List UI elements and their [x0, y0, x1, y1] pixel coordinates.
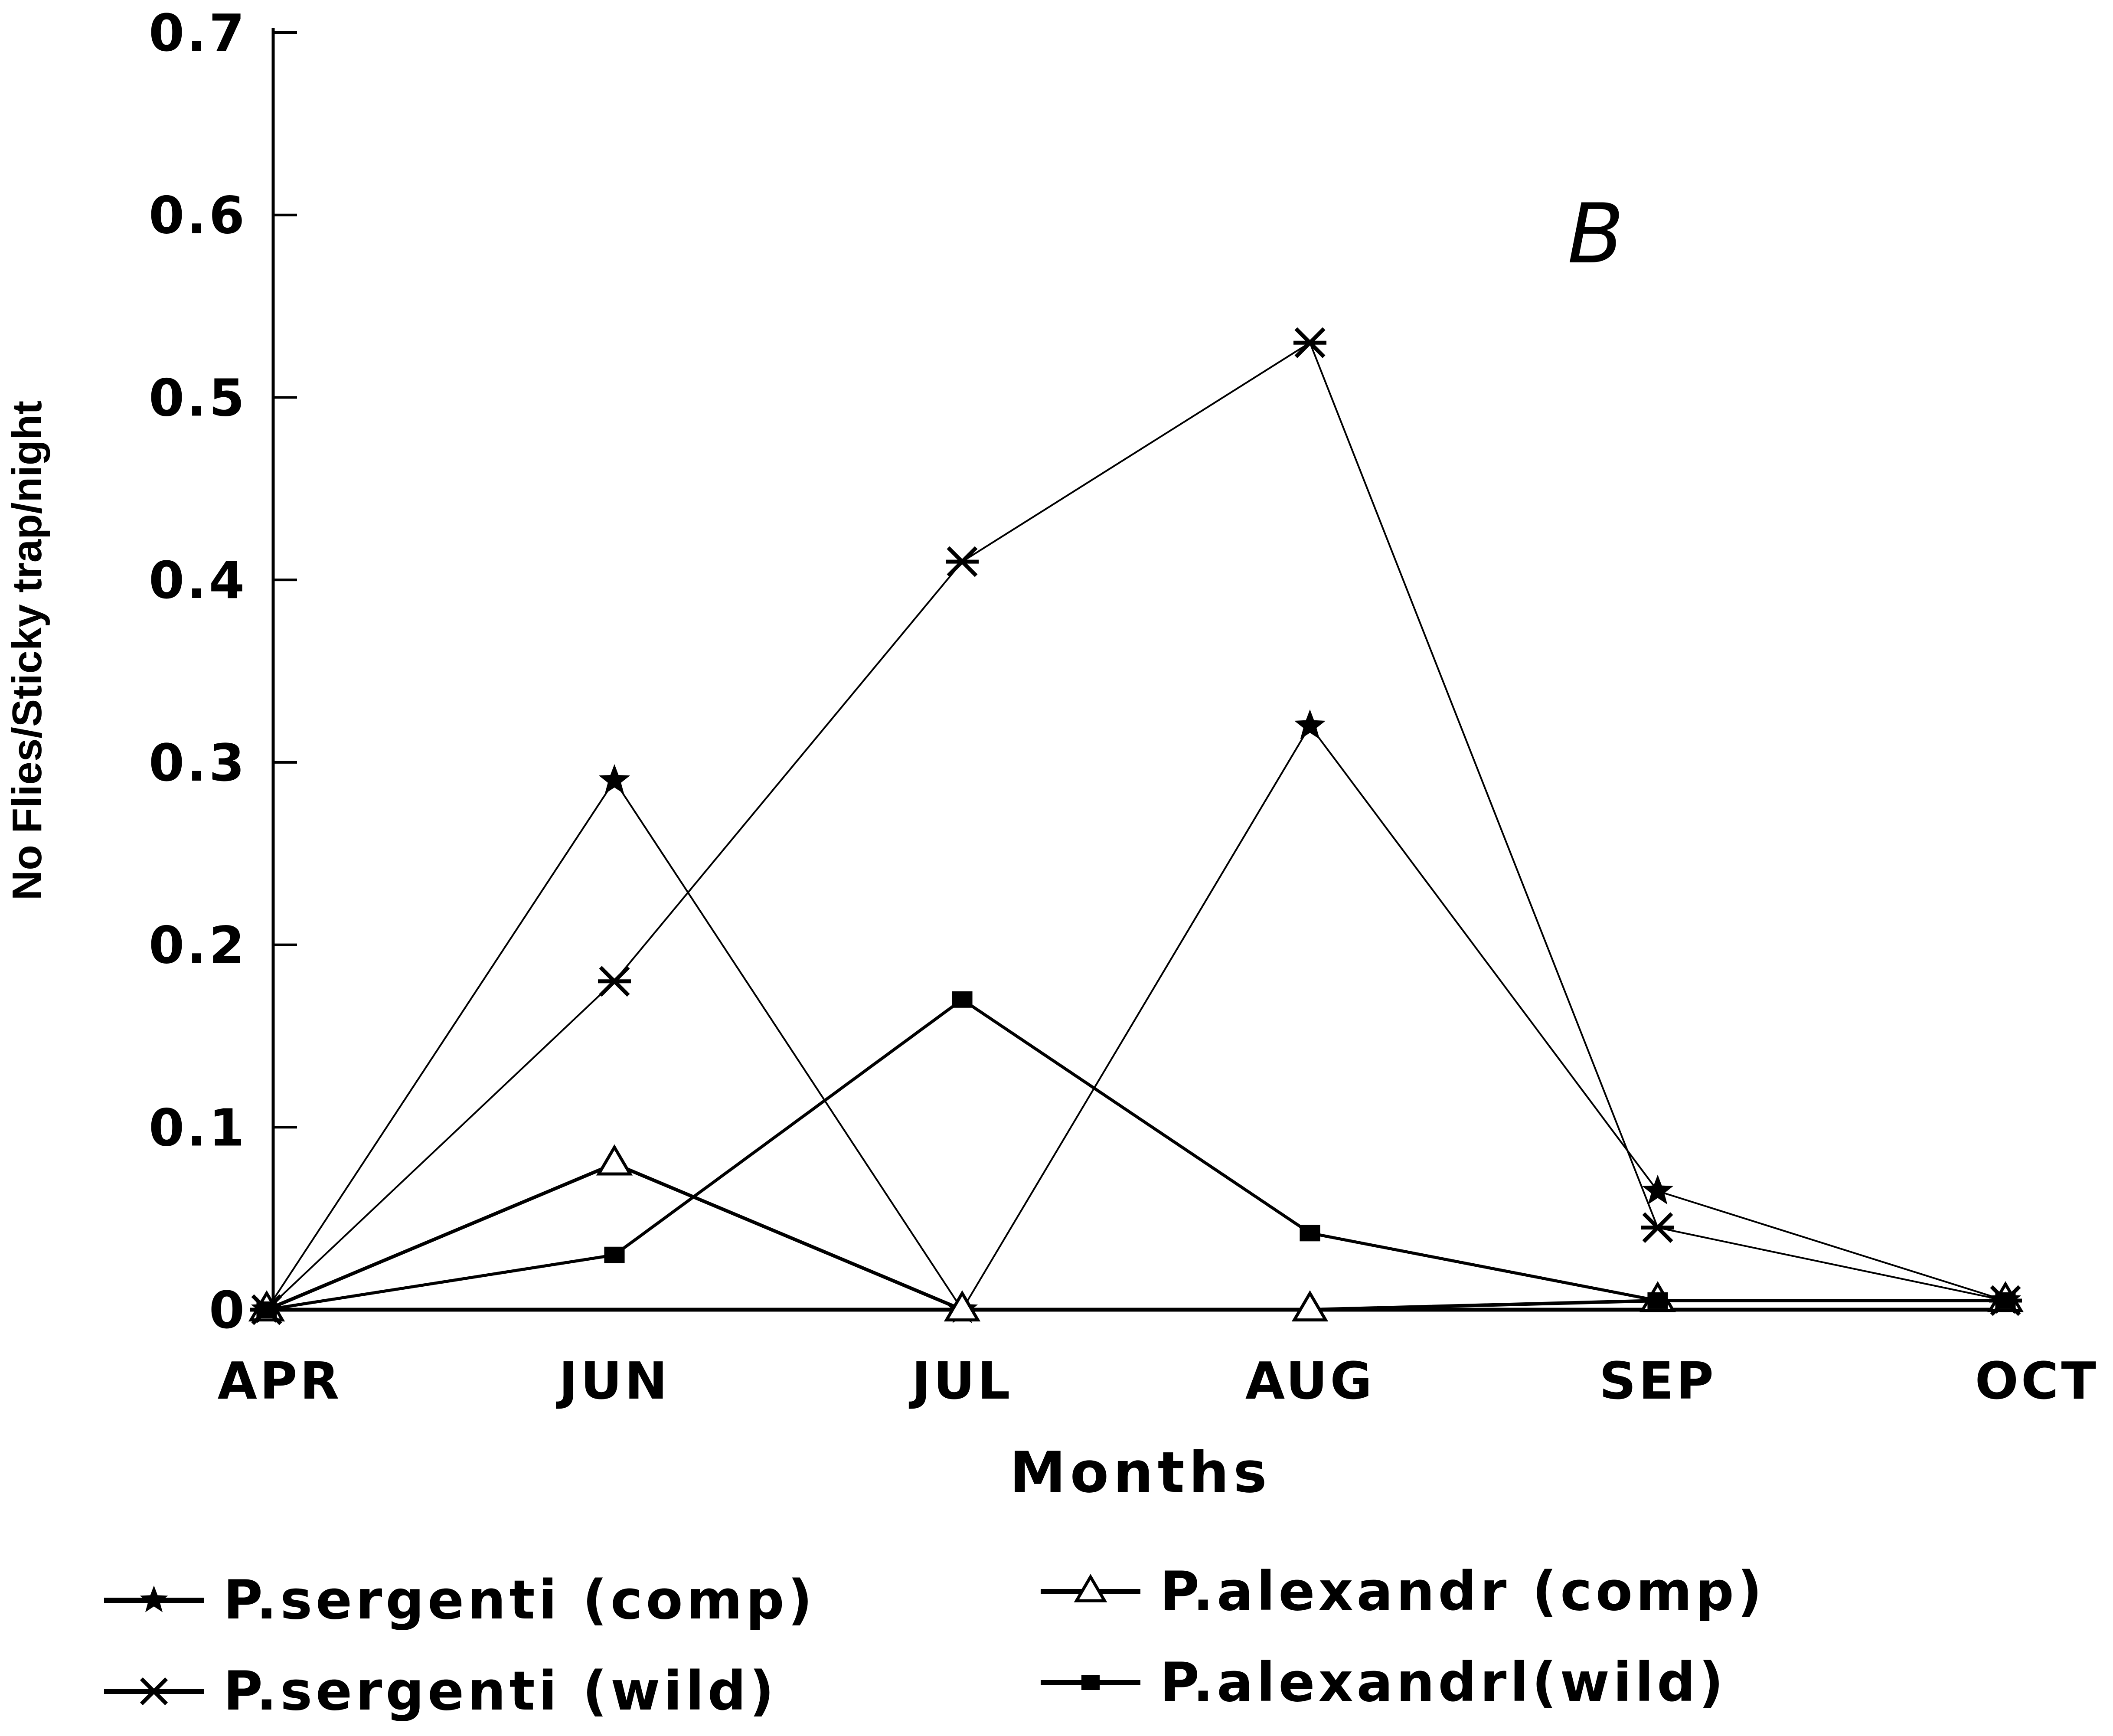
y-tick-label: 0.6 — [149, 186, 247, 245]
legend-label: P.alexandr (comp) — [1160, 1560, 1766, 1623]
x-tick-label: JUN — [556, 1351, 670, 1411]
x-tick-label: OCT — [1975, 1351, 2099, 1411]
x-tick-label: JUL — [909, 1351, 1013, 1411]
marker-triangle — [944, 1290, 981, 1322]
marker-square — [1300, 1225, 1320, 1242]
series-line — [266, 725, 2006, 1311]
marker-asterisk — [946, 546, 979, 577]
y-tick-label: 0.3 — [149, 733, 247, 793]
y-ticks: 0 0.1 0.2 0.3 0.4 0.5 0.6 0.7 — [149, 3, 297, 1340]
y-tick-label: 0.1 — [149, 1098, 247, 1157]
marker-star — [598, 764, 630, 794]
marker-square — [1647, 1292, 1668, 1309]
legend-item: P.alexandr (comp) — [1041, 1560, 1766, 1623]
legend-label: P.sergenti (comp) — [223, 1569, 816, 1631]
marker-asterisk — [1641, 1212, 1674, 1243]
legend: P.sergenti (comp) P.alexandr (comp) P.serg… — [104, 1560, 1766, 1723]
marker-square — [604, 1246, 625, 1263]
legend-item: P.sergenti (wild) — [104, 1660, 777, 1723]
x-tick-label: SEP — [1599, 1351, 1716, 1411]
marker-triangle — [1074, 1574, 1107, 1602]
x-tick-label: AUG — [1245, 1351, 1375, 1411]
marker-square — [256, 1301, 277, 1318]
marker-triangle — [596, 1144, 633, 1176]
marker-asterisk — [1293, 327, 1326, 358]
marker-star — [1642, 1174, 1674, 1205]
x-axis-title: Months — [1009, 1439, 1271, 1505]
marker-square — [952, 991, 973, 1008]
y-tick-label: 0.5 — [149, 368, 247, 428]
marker-asterisk — [139, 1677, 169, 1706]
y-tick-label: 0.7 — [149, 3, 247, 63]
x-ticks: APR JUN JUL AUG SEP OCT — [218, 1351, 2099, 1411]
panel-label: B — [1568, 186, 1624, 282]
marker-square — [1081, 1675, 1100, 1690]
legend-label: P.sergenti (wild) — [223, 1660, 777, 1723]
y-tick-label: 0.4 — [149, 550, 247, 610]
x-tick-label: APR — [218, 1351, 342, 1411]
y-tick-label: 0 — [209, 1280, 247, 1340]
marker-asterisk — [598, 966, 631, 997]
series-line — [266, 342, 2006, 1311]
marker-star — [1294, 709, 1326, 739]
marker-triangle — [1291, 1290, 1329, 1322]
y-tick-label: 0.2 — [149, 915, 247, 975]
marker-star — [140, 1586, 168, 1612]
legend-item: P.sergenti (comp) — [104, 1569, 816, 1631]
series-asterisk — [250, 327, 2022, 1325]
series-layer — [248, 327, 2024, 1325]
series-open-triangle — [248, 1144, 2024, 1322]
series-line — [266, 1162, 2005, 1311]
y-axis-title: No Flies/Sticky trap/night — [4, 401, 50, 900]
series-filled-square — [256, 991, 2016, 1318]
legend-label: P.alexandrl(wild) — [1160, 1651, 1727, 1714]
legend-item: P.alexandrl(wild) — [1041, 1651, 1727, 1714]
marker-square — [1995, 1292, 2016, 1309]
series-line — [266, 998, 2005, 1311]
series-star — [251, 709, 2022, 1323]
